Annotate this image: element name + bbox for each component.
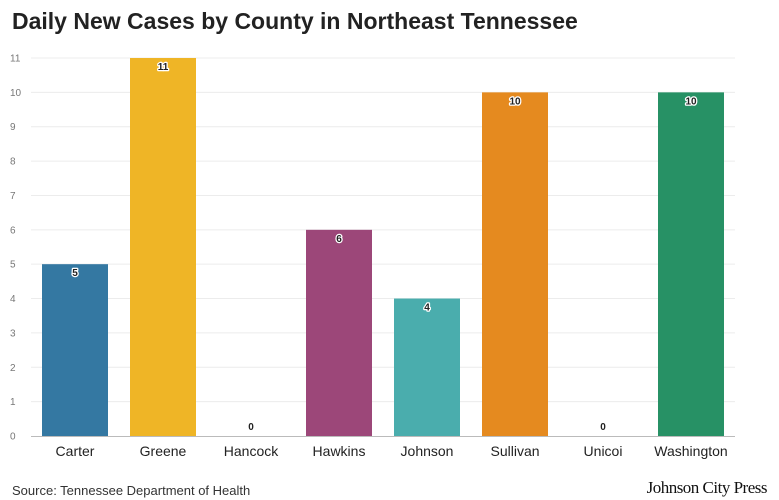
- y-tick-label: 6: [10, 225, 16, 236]
- data-label: 10: [509, 96, 521, 107]
- y-tick-label: 2: [10, 363, 16, 374]
- bars: [42, 58, 724, 436]
- data-label: 10: [685, 96, 697, 107]
- bar-sullivan: [482, 92, 548, 436]
- data-label: 6: [336, 234, 342, 245]
- y-tick-label: 4: [10, 294, 16, 305]
- x-axis-labels: Carter Greene Hancock Hawkins Johnson Sulliva…: [56, 443, 728, 459]
- data-label: 0: [600, 422, 606, 433]
- y-axis-ticks: 0 1 2 3 4 5 6 7 8 9 10 11: [10, 54, 22, 443]
- y-tick-label: 9: [10, 122, 16, 133]
- x-tick-label: Greene: [140, 443, 187, 459]
- chart-title: Daily New Cases by County in Northeast T…: [12, 8, 578, 34]
- x-tick-label: Washington: [654, 443, 727, 459]
- publisher-logo: Johnson City Press: [646, 478, 768, 497]
- bar-hawkins: [306, 229, 372, 436]
- y-tick-label: 3: [10, 328, 16, 339]
- x-tick-label: Hancock: [224, 443, 279, 459]
- bar-greene: [130, 58, 196, 436]
- x-tick-label: Johnson: [401, 443, 454, 459]
- bar-washington: [658, 92, 724, 436]
- data-label: 11: [158, 62, 169, 73]
- y-tick-label: 1: [10, 397, 16, 408]
- data-label: 0: [248, 422, 254, 433]
- y-tick-label: 10: [10, 88, 22, 99]
- data-label: 5: [72, 268, 78, 279]
- x-tick-label: Sullivan: [490, 443, 539, 459]
- bar-carter: [42, 264, 108, 436]
- y-tick-label: 7: [10, 191, 16, 202]
- y-tick-label: 8: [10, 157, 16, 168]
- y-tick-label: 11: [10, 54, 21, 65]
- data-label: 4: [424, 303, 430, 314]
- y-tick-label: 0: [10, 432, 16, 443]
- bar-johnson: [394, 298, 460, 436]
- source-note: Source: Tennessee Department of Health: [12, 483, 251, 498]
- x-tick-label: Hawkins: [313, 443, 366, 459]
- y-tick-label: 5: [10, 260, 16, 271]
- x-tick-label: Unicoi: [584, 443, 623, 459]
- x-tick-label: Carter: [56, 443, 95, 459]
- data-labels: 5 11 0 6 4 10 0 10: [71, 61, 698, 435]
